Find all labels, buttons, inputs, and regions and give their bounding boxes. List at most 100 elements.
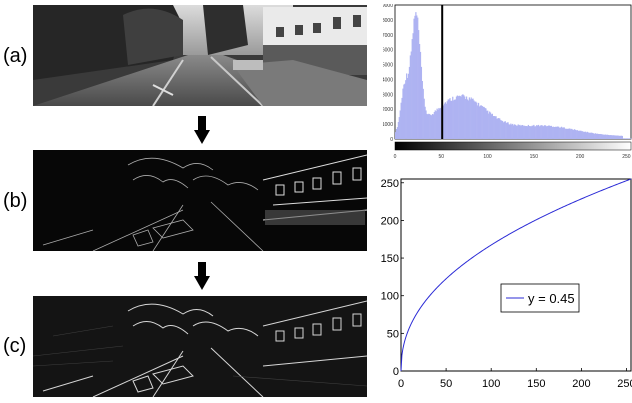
x-tick-label: 200 [572,378,590,390]
histogram-bar [583,131,586,139]
histogram-bar [494,116,496,139]
histogram-bar [462,94,464,139]
histogram-bar [531,125,533,139]
histogram-bar [526,126,529,139]
histogram-bar [593,133,595,139]
histogram-bar [615,135,617,139]
histogram-bar [569,128,571,139]
histogram-bar [528,125,530,139]
histogram-bar [529,126,531,139]
histogram-bar [501,120,504,139]
histogram-bar [479,105,482,139]
histogram-bar [562,127,565,139]
histogram-bar [575,130,577,139]
histogram-bar [503,121,506,139]
histogram-bar [584,131,587,139]
histogram-y-tick-label: 6000 [383,48,393,54]
histogram-bar [621,135,624,139]
y-tick-label: 250 [381,178,399,190]
street-photo-edges [33,150,367,251]
histogram-bar [581,131,583,139]
histogram-bar [477,105,479,139]
histogram-bar [453,100,455,139]
histogram-y-tick-label: 7000 [383,33,393,39]
histogram-bar [616,135,618,139]
histogram-bar [594,133,596,139]
histogram-bar [588,132,590,139]
histogram-bar [607,134,609,139]
histogram-bar [497,118,499,139]
histogram-bar [464,96,466,139]
histogram-bar [589,132,591,139]
histogram-bar [501,120,503,139]
histogram-bar [409,55,411,139]
histogram-bar [422,88,424,139]
histogram-bar [469,99,471,139]
histogram-bar [487,110,489,139]
histogram-bar [565,128,567,139]
histogram-bar [418,43,421,139]
histogram-bar [517,124,519,139]
histogram-bar [491,113,494,139]
histogram-bar [609,135,612,139]
histogram-bar [502,122,505,139]
histogram-x-tick-label: 100 [483,154,492,160]
histogram-bar [478,106,481,139]
histogram-bar [524,126,527,139]
histogram-bar [530,126,532,139]
histogram-bar [535,126,537,139]
histogram-bar [419,51,422,139]
histogram-bar [436,108,438,139]
histogram-bar [507,122,509,139]
histogram-bar [448,99,450,139]
y-tick-label: 50 [387,328,399,340]
histogram-bar [610,135,612,139]
histogram-bar [500,120,502,139]
histogram-bar [580,130,582,139]
histogram-bar [586,131,588,139]
histogram-bar [407,73,410,139]
histogram-bar [472,98,474,139]
intensity-gradient-bar [395,142,631,150]
histogram-bar [434,110,436,139]
histogram-bar [612,135,614,139]
histogram-bar [620,135,623,139]
histogram-bar [477,102,480,139]
histogram-bar [466,99,469,139]
histogram-bar [509,124,511,139]
y-tick-label: 0 [393,366,399,378]
histogram-bar [428,113,430,139]
histogram-bar [430,115,433,139]
y-tick-label: 200 [381,215,399,227]
histogram-bar [525,126,528,139]
down-arrow-icon [194,116,210,144]
histogram-bar [452,96,454,139]
histogram-bar [549,126,552,139]
histogram-bar [622,138,624,139]
histogram-y-tick-label: 8000 [383,18,393,24]
gamma-curve-chart: 0 50 100 150 200 250 0 50 100 150 200 250 y = 0.45 [381,178,632,390]
histogram-bar [548,125,551,139]
x-tick-label: 50 [440,378,452,390]
histogram-bar [457,96,459,139]
histogram-bar [447,99,449,139]
histogram-bar [617,135,619,139]
histogram-x-tick-label: 50 [438,154,444,160]
histogram-bar [511,124,513,139]
histogram-bar [455,96,458,139]
histogram-bar [534,126,536,139]
histogram-bar [590,132,592,139]
panel-label-a: (a) [3,45,28,67]
histogram-bar [568,128,570,139]
histogram-bar [420,66,423,139]
y-tick-label: 100 [381,291,399,303]
histogram-bar [523,126,525,139]
histogram-bar [514,124,517,139]
histogram-bar [468,97,470,139]
histogram-bar [397,122,399,139]
histogram-bar [611,135,613,139]
histogram-bar [489,111,491,139]
histogram-bar [553,126,555,139]
histogram-bar [465,98,467,139]
histogram-bar [406,77,409,139]
